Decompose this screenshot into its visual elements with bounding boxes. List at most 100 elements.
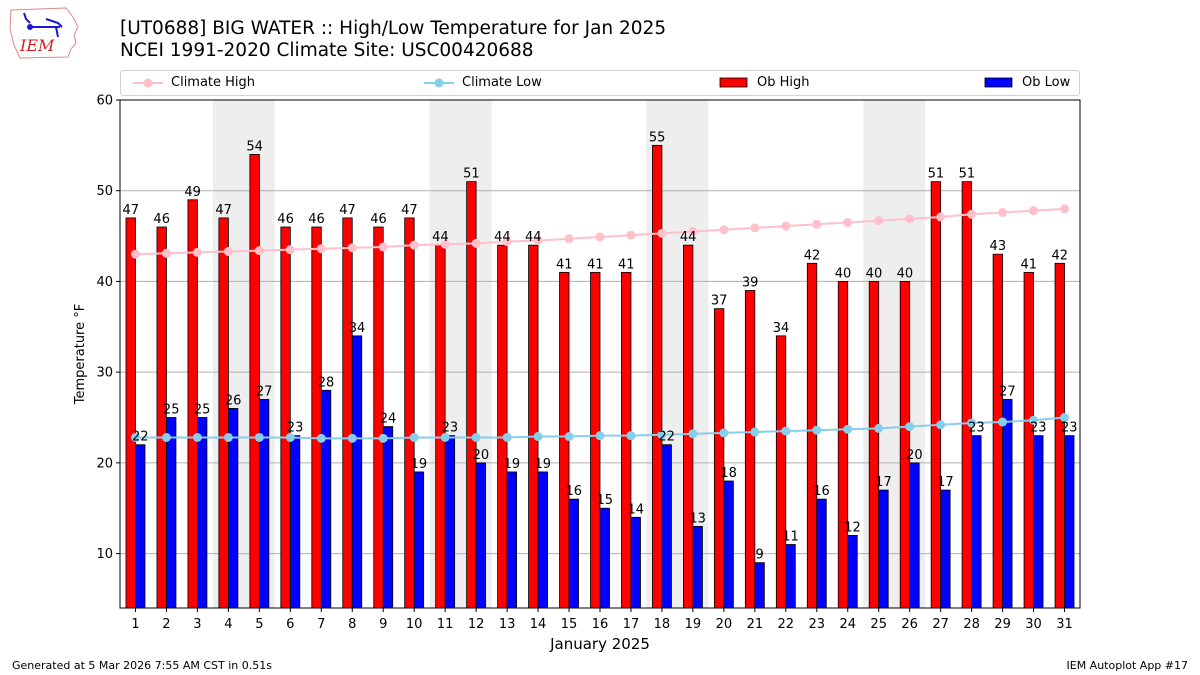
point-climate-low (440, 432, 450, 442)
label-ob-high: 44 (432, 230, 449, 245)
bar-ob-high (961, 181, 973, 609)
point-climate-low (626, 431, 636, 441)
plot-frame (119, 99, 1081, 609)
bar-ob-low (413, 471, 425, 609)
point-climate-low (781, 426, 791, 436)
x-tick-label: 9 (379, 617, 387, 632)
point-climate-high (347, 243, 357, 253)
x-tick-label: 19 (685, 617, 702, 632)
bar-ob-low (289, 435, 301, 609)
generated-timestamp: Generated at 5 Mar 2026 7:55 AM CST in 0… (12, 659, 272, 672)
bar-ob-low (816, 498, 827, 609)
point-climate-low (254, 432, 264, 442)
bar-ob-low (320, 389, 332, 609)
bar-ob-high (218, 217, 229, 609)
bar-ob-high (311, 226, 322, 609)
bar-ob-low (692, 525, 703, 609)
x-tick-label: 24 (839, 617, 856, 632)
y-tick-label: 40 (96, 275, 113, 290)
point-climate-high (843, 217, 853, 227)
point-climate-high (998, 207, 1008, 217)
label-ob-low: 12 (844, 520, 861, 535)
label-ob-high: 54 (246, 139, 263, 154)
bar-ob-high (1054, 262, 1065, 609)
label-ob-high: 42 (1051, 248, 1068, 263)
bar-ob-low (1064, 435, 1075, 609)
bar-ob-low (847, 535, 858, 609)
y-tick-label: 50 (96, 184, 113, 199)
label-ob-high: 47 (215, 203, 232, 218)
point-climate-high (750, 223, 760, 233)
point-climate-low (905, 422, 915, 432)
x-tick-label: 7 (317, 617, 325, 632)
label-ob-low: 19 (504, 457, 521, 472)
label-ob-high: 43 (990, 239, 1007, 254)
bar-ob-low (661, 444, 672, 609)
label-ob-low: 17 (937, 475, 954, 490)
bar-ob-low (166, 417, 177, 609)
label-ob-high: 51 (463, 167, 480, 182)
x-axis-label: January 2025 (549, 635, 650, 653)
point-climate-high (626, 230, 636, 240)
point-climate-low (471, 432, 481, 442)
bar-ob-high (652, 144, 663, 609)
point-climate-high (564, 234, 574, 244)
label-ob-high: 46 (308, 212, 325, 227)
bar-ob-high (683, 244, 694, 609)
label-ob-high: 40 (897, 266, 914, 281)
legend-swatch-climate-high (133, 78, 163, 87)
label-ob-high: 47 (339, 203, 356, 218)
bar-ob-low (227, 408, 239, 609)
label-ob-high: 37 (711, 294, 728, 309)
bar-ob-low (971, 435, 982, 609)
bar-ob-high (992, 253, 1003, 609)
bar-ob-low (723, 480, 734, 609)
point-climate-low (316, 433, 326, 443)
legend-swatch-ob-low (984, 77, 1013, 87)
label-ob-low: 13 (689, 511, 706, 526)
label-ob-low: 16 (566, 484, 583, 499)
y-tick-label: 20 (96, 456, 113, 471)
point-climate-high (657, 228, 667, 238)
label-ob-high: 44 (494, 230, 511, 245)
point-climate-low (688, 429, 698, 439)
label-ob-high: 41 (587, 257, 604, 272)
point-climate-high (161, 248, 171, 258)
line-climate-low (135, 416, 1065, 440)
point-climate-high (533, 236, 543, 246)
label-ob-high: 41 (556, 257, 573, 272)
label-ob-low: 22 (658, 430, 675, 445)
bar-ob-high (404, 217, 415, 609)
label-ob-high: 46 (153, 212, 170, 227)
point-climate-low (285, 432, 295, 442)
label-ob-high: 51 (928, 167, 945, 182)
y-tick-label: 30 (96, 366, 113, 381)
point-climate-low (657, 430, 667, 440)
x-tick-label: 12 (468, 617, 485, 632)
label-ob-low: 15 (596, 493, 613, 508)
bar-ob-high (837, 281, 849, 609)
point-climate-high (440, 239, 450, 249)
point-climate-high (409, 240, 419, 250)
y-axis-label: Temperature °F (73, 304, 88, 405)
legend-swatch-ob-high (719, 77, 748, 87)
point-climate-low (595, 431, 605, 441)
label-ob-high: 47 (122, 203, 139, 218)
bar-ob-high (590, 271, 601, 609)
point-climate-high (502, 237, 512, 247)
label-ob-low: 23 (442, 421, 459, 436)
label-ob-high: 39 (742, 276, 759, 291)
legend-label: Climate Low (462, 75, 542, 90)
label-ob-high: 44 (680, 230, 697, 245)
bar-ob-high (435, 244, 446, 609)
label-ob-high: 34 (773, 321, 790, 336)
weekend-band (429, 100, 492, 608)
point-climate-high (316, 244, 326, 254)
label-ob-low: 20 (906, 448, 923, 463)
point-climate-low (564, 432, 574, 442)
x-tick-label: 2 (162, 617, 170, 632)
bar-ob-low (1002, 398, 1013, 609)
label-ob-high: 46 (277, 212, 294, 227)
label-ob-low: 34 (349, 321, 366, 336)
